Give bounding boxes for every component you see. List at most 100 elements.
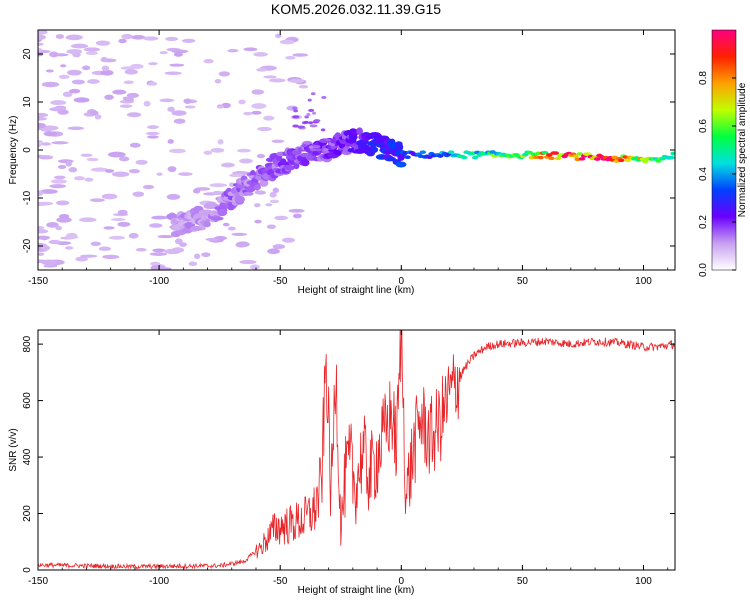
spectrogram-ridge-cell: [322, 148, 329, 152]
spectrogram-noise-cell: [269, 199, 280, 204]
spectrogram-noise-cell: [205, 237, 220, 241]
spectrogram-noise-cell: [251, 110, 262, 115]
spectrogram-noise-cell: [50, 179, 67, 184]
spectrogram-ridge-cell: [312, 111, 317, 115]
spectrogram-noise-cell: [38, 140, 43, 144]
colorbar-tick-label: 0.6: [698, 119, 709, 133]
spectrogram-noise-cell: [171, 49, 189, 54]
spectrogram-noise-cell: [171, 110, 187, 116]
spectrogram-noise-cell: [221, 162, 235, 168]
spectrogram-noise-cell: [110, 217, 126, 222]
spectrogram-noise-cell: [68, 167, 78, 173]
colorbar-tick-label: 0.8: [698, 71, 709, 85]
spectrogram-ridge-cell: [384, 156, 396, 162]
spectrogram-noise-cell: [57, 164, 67, 170]
spectrogram-noise-cell: [104, 169, 115, 173]
spectrogram-ridge-cell: [546, 153, 553, 157]
spectrogram-noise-cell: [263, 75, 277, 79]
spectrogram-noise-cell: [256, 68, 268, 72]
spectrogram-ridge-cell: [537, 155, 544, 160]
spectrogram-noise-cell: [118, 156, 130, 162]
spectrogram-ridge-cell: [554, 156, 562, 161]
spectrogram-ylabel: Frequency (Hz): [8, 116, 19, 185]
spectrogram-noise-cell: [165, 36, 179, 42]
spectrogram-ridge-cell: [461, 155, 468, 160]
spectrogram-noise-cell: [117, 209, 128, 216]
spectrogram-noise-cell: [112, 89, 127, 95]
spectrogram-noise-cell: [272, 244, 286, 250]
spectrogram-noise-cell: [51, 141, 69, 145]
spectrogram-xtick-label: 100: [635, 276, 652, 287]
spectrogram-ridge-cell: [578, 157, 586, 161]
spectrogram-noise-cell: [79, 217, 97, 223]
spectrogram-xlabel: Height of straight line (km): [298, 285, 415, 296]
spectrogram-noise-cell: [164, 248, 182, 255]
spectrogram-ridge-cell: [315, 148, 323, 152]
spectrogram-ridge-cell: [356, 127, 364, 136]
spectrogram-ridge-cell: [293, 109, 299, 113]
spectrogram-noise-cell: [147, 135, 159, 139]
spectrogram-ridge-cell: [234, 195, 245, 204]
spectrogram-noise-cell: [148, 81, 158, 86]
spectrogram-noise-cell: [210, 147, 225, 153]
spectrogram-noise-cell: [120, 66, 136, 70]
colorbar-tick-label: 0.2: [698, 215, 709, 229]
spectrogram-noise-cell: [117, 221, 131, 227]
spectrogram-noise-cell: [218, 71, 231, 77]
spectrogram-ridge-cell: [259, 179, 269, 187]
spectrogram-noise-cell: [266, 224, 276, 230]
spectrogram-noise-cell: [100, 69, 114, 76]
spectrogram-ridge-cell: [308, 145, 314, 149]
snr-axes: -150 -100 -50 0 50 100 0 200 400 600 800: [22, 330, 675, 587]
spectrogram-noise-cell: [67, 69, 82, 76]
spectrogram-xtick-label: -50: [273, 276, 288, 287]
spectrogram-ridge-cell: [310, 148, 317, 152]
spectrogram-noise-cell: [173, 118, 186, 124]
spectrogram-noise-cell: [257, 126, 272, 132]
spectrogram-noise-cell: [102, 254, 120, 260]
spectrogram-noise-cell: [38, 201, 54, 206]
spectrogram-noise-cell: [69, 88, 81, 94]
spectrogram-noise-cell: [118, 38, 127, 44]
spectrogram-noise-cell: [142, 36, 159, 41]
spectrogram-noise-cell: [66, 49, 83, 55]
spectrogram-noise-cell: [40, 189, 58, 194]
spectrogram-noise-cell: [272, 187, 279, 194]
spectrogram-noise-cell: [169, 63, 185, 67]
spectrogram-noise-cell: [107, 151, 126, 158]
spectrogram-noise-cell: [94, 114, 102, 120]
spectrogram-ridge-cell: [321, 95, 327, 99]
snr-series-line: [38, 330, 675, 570]
spectrogram-noise-cell: [194, 253, 201, 260]
spectrogram-noise-cell: [238, 99, 246, 105]
spectrogram-ridge-cell: [254, 184, 261, 191]
spectrogram-noise-cell: [67, 126, 85, 131]
spectrogram-noise-cell: [253, 52, 268, 57]
spectrogram-noise-cell: [40, 142, 52, 146]
spectrogram-noise-cell: [38, 48, 43, 52]
spectrogram-noise-cell: [298, 84, 309, 89]
snr-xtick-label: -100: [149, 576, 169, 587]
spectrogram-noise-cell: [179, 242, 187, 247]
spectrogram-noise-cell: [135, 159, 148, 165]
spectrogram-noise-cell: [235, 241, 250, 248]
spectrogram-ridge-cell: [303, 120, 309, 124]
spectrogram-noise-cell: [221, 102, 231, 109]
spectrogram-ridge-cell: [292, 106, 298, 110]
spectrogram-noise-cell: [86, 157, 99, 162]
spectrogram-noise-cell: [159, 51, 168, 55]
spectrogram-ridge-cell: [419, 150, 427, 154]
colorbar-label: Normalized spectral amplitude: [737, 82, 748, 217]
spectrogram-ridge-cell: [292, 124, 299, 128]
spectrogram-noise-cell: [83, 47, 101, 52]
spectrogram-noise-cell: [104, 94, 114, 100]
spectrogram-noise-cell: [38, 42, 44, 46]
spectrogram-noise-cell: [269, 191, 277, 198]
spectrogram-noise-cell: [65, 246, 74, 250]
spectrogram-ridge-cell: [594, 157, 601, 161]
spectrogram-noise-cell: [89, 198, 105, 202]
spectrogram-noise-cell: [55, 200, 70, 206]
spectrogram-noise-cell: [85, 51, 98, 56]
spectrogram-noise-cell: [121, 33, 133, 40]
spectrogram-noise-cell: [222, 222, 230, 227]
